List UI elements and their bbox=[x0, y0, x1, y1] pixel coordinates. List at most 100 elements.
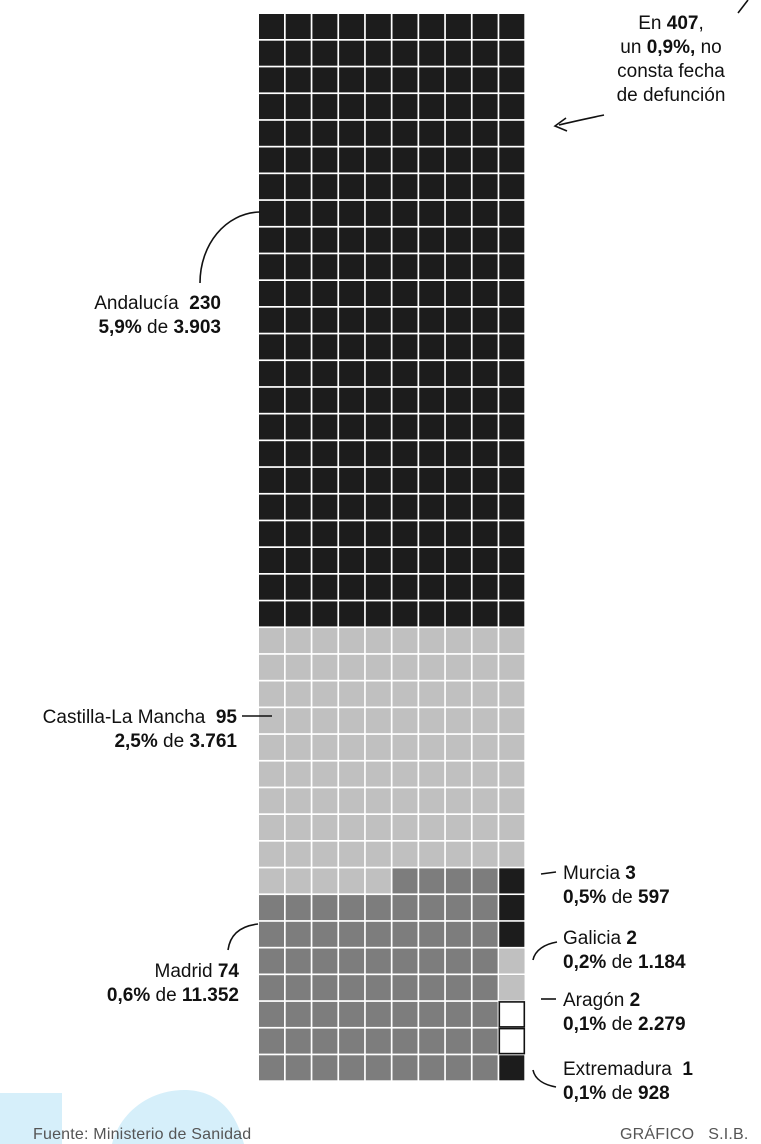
cell-andalucia-157 bbox=[445, 414, 471, 440]
cell-andalucia-29 bbox=[499, 67, 525, 93]
cell-madrid-35 bbox=[259, 975, 284, 1001]
cell-andalucia-158 bbox=[472, 414, 498, 440]
cell-andalucia-185 bbox=[392, 494, 418, 520]
cell-castilla-la-mancha-27 bbox=[445, 681, 471, 707]
cell-castilla-la-mancha-29 bbox=[499, 681, 525, 707]
cell-madrid-31 bbox=[419, 948, 445, 974]
cell-andalucia-115 bbox=[392, 307, 418, 333]
cell-andalucia-89 bbox=[499, 227, 525, 253]
cell-andalucia-219 bbox=[499, 574, 525, 600]
cell-andalucia-187 bbox=[445, 494, 471, 520]
cell-andalucia-119 bbox=[499, 307, 525, 333]
cell-madrid-57 bbox=[312, 1028, 338, 1054]
cell-castilla-la-mancha-65 bbox=[392, 788, 418, 814]
cell-castilla-la-mancha-79 bbox=[499, 815, 525, 840]
cell-andalucia-152 bbox=[312, 414, 338, 440]
cell-madrid-67 bbox=[312, 1055, 338, 1081]
cell-andalucia-202 bbox=[312, 548, 338, 573]
cell-andalucia-208 bbox=[472, 548, 498, 573]
cell-andalucia-33 bbox=[339, 94, 365, 120]
cell-andalucia-111 bbox=[285, 307, 311, 333]
cell-castilla-la-mancha-88 bbox=[472, 841, 498, 867]
cell-andalucia-116 bbox=[419, 307, 445, 333]
cell-andalucia-25 bbox=[392, 67, 418, 93]
cell-andalucia-22 bbox=[312, 67, 338, 93]
cell-madrid-15 bbox=[259, 921, 284, 947]
cell-castilla-la-mancha-86 bbox=[419, 841, 445, 867]
cell-andalucia-86 bbox=[419, 227, 445, 253]
cell-aragon-0 bbox=[498, 1001, 526, 1028]
cell-murcia-0 bbox=[499, 868, 525, 894]
cell-madrid-22 bbox=[445, 921, 471, 947]
cell-andalucia-135 bbox=[392, 361, 418, 387]
cell-andalucia-18 bbox=[472, 40, 498, 66]
cell-andalucia-108 bbox=[472, 281, 498, 306]
madrid-leader bbox=[227, 923, 259, 951]
cell-castilla-la-mancha-39 bbox=[499, 708, 525, 734]
cell-andalucia-71 bbox=[285, 200, 311, 226]
cell-andalucia-182 bbox=[312, 494, 338, 520]
cell-andalucia-126 bbox=[419, 334, 445, 360]
cell-andalucia-174 bbox=[365, 467, 391, 493]
cell-aragon-1 bbox=[498, 1027, 526, 1055]
cell-galicia-0 bbox=[499, 948, 525, 974]
cell-castilla-la-mancha-77 bbox=[445, 815, 471, 840]
cell-andalucia-114 bbox=[365, 307, 391, 333]
cell-andalucia-181 bbox=[285, 494, 311, 520]
cell-castilla-la-mancha-35 bbox=[392, 708, 418, 734]
cell-castilla-la-mancha-73 bbox=[339, 815, 365, 840]
cell-castilla-la-mancha-87 bbox=[445, 841, 471, 867]
cell-andalucia-8 bbox=[472, 14, 498, 39]
cell-castilla-la-mancha-17 bbox=[445, 654, 471, 680]
cell-castilla-la-mancha-90 bbox=[259, 868, 284, 894]
cell-andalucia-70 bbox=[259, 200, 284, 226]
cell-andalucia-26 bbox=[419, 67, 445, 93]
cell-andalucia-81 bbox=[285, 227, 311, 253]
cell-castilla-la-mancha-82 bbox=[312, 841, 338, 867]
cell-murcia-2 bbox=[499, 921, 525, 947]
cell-andalucia-79 bbox=[499, 200, 525, 226]
cell-andalucia-229 bbox=[499, 601, 525, 627]
cell-andalucia-145 bbox=[392, 387, 418, 413]
cell-andalucia-3 bbox=[339, 14, 365, 39]
cell-madrid-21 bbox=[419, 921, 445, 947]
cell-andalucia-130 bbox=[259, 361, 284, 387]
cell-andalucia-85 bbox=[392, 227, 418, 253]
cell-castilla-la-mancha-11 bbox=[285, 654, 311, 680]
cell-castilla-la-mancha-85 bbox=[392, 841, 418, 867]
cell-castilla-la-mancha-41 bbox=[285, 734, 311, 760]
cell-andalucia-162 bbox=[312, 441, 338, 467]
cell-andalucia-201 bbox=[285, 548, 311, 573]
cell-madrid-8 bbox=[339, 895, 365, 921]
cell-andalucia-80 bbox=[259, 227, 284, 253]
cell-andalucia-190 bbox=[259, 521, 284, 547]
cell-madrid-2 bbox=[445, 868, 471, 894]
cell-andalucia-93 bbox=[339, 254, 365, 280]
cell-andalucia-180 bbox=[259, 494, 284, 520]
cell-andalucia-196 bbox=[419, 521, 445, 547]
note-label: En 407, un 0,9%, no consta fecha de defu… bbox=[616, 13, 726, 106]
cell-andalucia-215 bbox=[392, 574, 418, 600]
cell-andalucia-32 bbox=[312, 94, 338, 120]
cell-madrid-7 bbox=[312, 895, 338, 921]
cell-castilla-la-mancha-84 bbox=[365, 841, 391, 867]
cell-andalucia-122 bbox=[312, 334, 338, 360]
cell-andalucia-30 bbox=[259, 94, 284, 120]
cell-castilla-la-mancha-75 bbox=[392, 815, 418, 840]
cell-andalucia-104 bbox=[365, 281, 391, 306]
cell-castilla-la-mancha-6 bbox=[419, 628, 445, 654]
cell-andalucia-106 bbox=[419, 281, 445, 306]
cell-castilla-la-mancha-28 bbox=[472, 681, 498, 707]
cell-madrid-61 bbox=[419, 1028, 445, 1054]
cell-castilla-la-mancha-42 bbox=[312, 734, 338, 760]
cell-andalucia-67 bbox=[445, 174, 471, 200]
cell-castilla-la-mancha-8 bbox=[472, 628, 498, 654]
cell-castilla-la-mancha-40 bbox=[259, 734, 284, 760]
cell-andalucia-76 bbox=[419, 200, 445, 226]
cell-andalucia-144 bbox=[365, 387, 391, 413]
cell-andalucia-156 bbox=[419, 414, 445, 440]
cell-andalucia-6 bbox=[419, 14, 445, 39]
cell-andalucia-125 bbox=[392, 334, 418, 360]
cell-andalucia-195 bbox=[392, 521, 418, 547]
cell-andalucia-34 bbox=[365, 94, 391, 120]
